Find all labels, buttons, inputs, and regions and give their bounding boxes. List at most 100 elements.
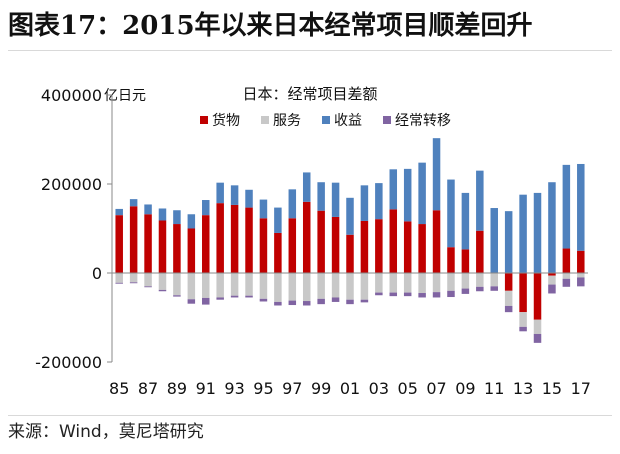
bar-3-17: [577, 277, 585, 287]
bar-2-89: [173, 210, 181, 225]
x-tick-label: 11: [484, 379, 504, 398]
y-tick-label: 200000: [41, 175, 102, 194]
source-note: 来源：Wind，莫尼塔研究: [8, 422, 204, 442]
bar-1-08: [447, 273, 455, 291]
bar-0-17: [577, 250, 585, 273]
bar-0-03: [375, 219, 383, 273]
bar-2-14: [533, 192, 542, 273]
legend-label-0: 货物: [212, 112, 240, 129]
bar-0-91: [202, 215, 210, 273]
bar-1-10: [476, 273, 484, 287]
legend-swatch-0: [200, 116, 208, 124]
bar-0-85: [115, 215, 123, 273]
bar-2-11: [490, 208, 498, 273]
bar-2-91: [202, 200, 210, 216]
chart-axes: 400000 200000 0 -200000 85 87 89 91 93 95 97 99 01 03…: [35, 86, 591, 398]
y-tick-label: 0: [92, 264, 102, 283]
bar-2-00: [331, 182, 340, 217]
bar-2-96: [274, 207, 282, 233]
bar-3-09: [461, 288, 470, 294]
bar-1-09: [461, 273, 470, 289]
legend-label-3: 经常转移: [395, 113, 451, 129]
x-tick-label: 03: [369, 379, 389, 398]
bar-3-16: [562, 278, 571, 287]
bottom-divider: [8, 415, 612, 416]
bar-0-09: [461, 249, 470, 273]
bar-3-85: [115, 282, 123, 284]
bar-3-07: [432, 292, 441, 298]
bar-1-11: [490, 273, 498, 287]
bar-1-02: [360, 273, 369, 300]
top-divider: [8, 50, 612, 51]
bar-1-00: [331, 273, 340, 298]
bar-3-15: [548, 284, 556, 294]
bar-0-89: [173, 224, 181, 273]
bar-0-04: [389, 209, 398, 273]
bar-3-12: [504, 305, 513, 313]
chart-title: 日本：经常项目差额: [242, 85, 377, 103]
bar-2-98: [302, 172, 311, 202]
bar-2-01: [346, 197, 354, 235]
x-tick-label: 91: [196, 379, 216, 398]
bar-2-12: [504, 211, 513, 273]
bar-1-91: [202, 273, 210, 298]
bar-0-15: [548, 273, 556, 276]
bar-2-09: [461, 192, 470, 250]
bar-1-95: [259, 273, 268, 299]
bar-3-03: [375, 292, 383, 296]
bar-1-14: [533, 319, 542, 334]
bar-0-97: [288, 218, 297, 273]
bar-1-88: [158, 273, 167, 290]
bar-2-95: [259, 199, 268, 219]
bar-3-86: [129, 282, 138, 284]
bar-0-08: [447, 247, 455, 273]
bar-1-97: [288, 273, 297, 301]
bar-2-07: [432, 138, 441, 211]
bar-0-88: [158, 220, 167, 273]
bar-2-86: [129, 199, 138, 207]
bar-2-97: [288, 189, 297, 219]
legend-swatch-1: [261, 116, 269, 124]
x-tick-label: 17: [571, 379, 591, 398]
bar-3-87: [144, 286, 152, 288]
bar-2-03: [375, 183, 383, 220]
x-tick-label: 09: [455, 379, 475, 398]
bar-1-17: [577, 273, 585, 278]
bar-2-87: [144, 204, 152, 215]
bar-1-99: [317, 273, 325, 299]
bar-1-16: [562, 273, 571, 279]
bar-3-05: [403, 292, 412, 297]
x-tick-label: 07: [426, 379, 446, 398]
bar-3-99: [317, 298, 325, 305]
bar-3-06: [418, 293, 426, 298]
y-tick-label: -200000: [35, 353, 102, 372]
bar-1-87: [144, 273, 152, 287]
bar-3-01: [346, 299, 354, 305]
bar-1-05: [403, 273, 412, 293]
bar-3-00: [331, 297, 340, 302]
x-tick-label: 01: [340, 379, 360, 398]
bar-series: [115, 138, 585, 343]
bar-2-10: [476, 170, 484, 231]
bar-1-85: [115, 273, 123, 283]
bar-1-93: [230, 273, 239, 296]
bar-2-16: [562, 164, 571, 249]
bar-3-88: [158, 289, 167, 292]
bar-3-89: [173, 295, 181, 297]
bar-2-05: [403, 168, 412, 222]
x-tick-label: 89: [167, 379, 187, 398]
x-tick-label: 13: [513, 379, 533, 398]
bar-0-16: [562, 248, 571, 273]
bar-1-06: [418, 273, 426, 294]
bar-0-94: [245, 207, 253, 273]
y-tick-label: 400000: [41, 86, 102, 105]
bar-1-13: [519, 312, 527, 327]
chart-legend: 货物 服务 收益 经常转移: [200, 112, 451, 129]
bar-2-85: [115, 208, 123, 216]
bar-3-93: [230, 295, 239, 298]
bar-0-12: [504, 273, 513, 291]
bar-3-14: [533, 333, 542, 343]
bar-2-06: [418, 162, 426, 225]
bar-0-06: [418, 224, 426, 273]
